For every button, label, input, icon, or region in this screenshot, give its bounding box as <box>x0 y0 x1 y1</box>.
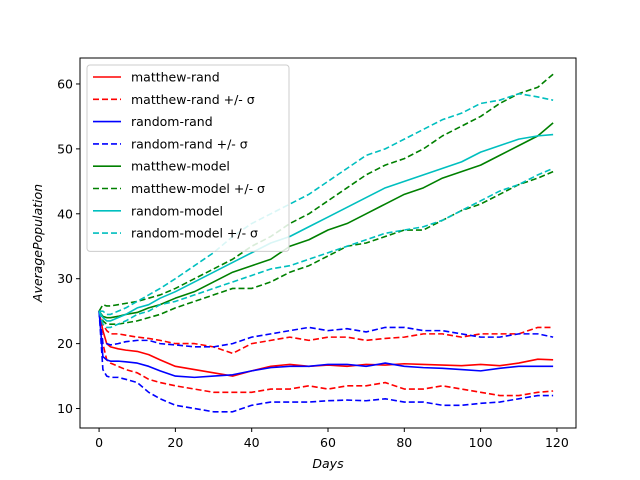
legend-label-random-model: random-model <box>131 203 223 218</box>
legend-label-matthew-model: matthew-model <box>131 159 230 174</box>
y-tick-label: 10 <box>57 401 73 416</box>
series-line-random-rand-pm-sigma-lower <box>98 311 554 413</box>
series-line-matthew-rand <box>98 311 554 377</box>
legend-label-matthew-model-pm-sigma: matthew-model +/- σ <box>131 181 265 196</box>
y-axis: 10 20 30 40 50 60 <box>57 76 80 416</box>
x-tick-label: 40 <box>244 435 260 450</box>
series-line-matthew-rand-pm-sigma <box>98 310 554 355</box>
y-tick-label: 30 <box>57 271 73 286</box>
x-axis-title: Days <box>312 456 344 471</box>
x-tick-label: 100 <box>469 435 493 450</box>
legend-box <box>86 64 290 252</box>
series-line-random-model-pm-sigma-lower <box>98 167 554 329</box>
legend-label-random-rand: random-rand <box>131 114 213 129</box>
legend-label-matthew-rand: matthew-rand <box>131 70 220 85</box>
x-tick-label: 0 <box>95 435 103 450</box>
series-line-matthew-rand-pm-sigma-lower <box>98 311 554 397</box>
series-line-random-rand <box>98 311 554 379</box>
legend-label-random-model-pm-sigma: random-model +/- σ <box>131 226 258 241</box>
x-tick-label: 120 <box>545 435 569 450</box>
x-axis: 0 20 40 60 80 100 120 <box>95 428 569 450</box>
x-tick-label: 20 <box>167 435 183 450</box>
legend-label-matthew-rand-pm-sigma: matthew-rand +/- σ <box>131 92 255 107</box>
series-line-random-model-pm-sigma <box>99 92 554 316</box>
y-tick-label: 60 <box>57 76 73 91</box>
y-axis-title: AveragePopulation <box>30 184 45 303</box>
y-tick-label: 50 <box>57 141 73 156</box>
y-tick-label: 20 <box>57 336 73 351</box>
x-tick-label: 60 <box>320 435 336 450</box>
series-line-random-rand-pm-sigma <box>98 311 554 348</box>
legend-label-random-rand-pm-sigma: random-rand +/- σ <box>131 136 248 151</box>
y-tick-label: 40 <box>57 206 73 221</box>
legend: matthew-rand matthew-rand +/- σ random-ran… <box>86 64 290 252</box>
x-tick-label: 80 <box>396 435 412 450</box>
